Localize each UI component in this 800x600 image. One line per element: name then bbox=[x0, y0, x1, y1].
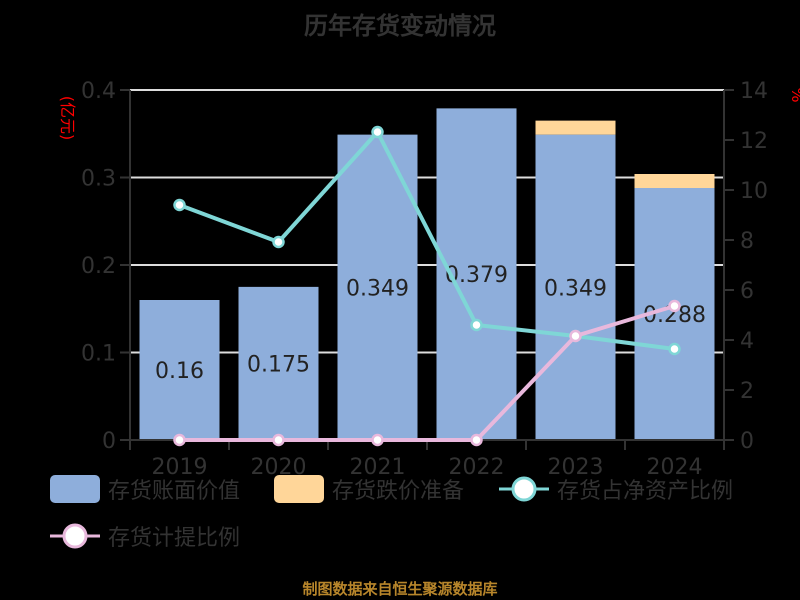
bar-value-label: 0.175 bbox=[247, 352, 310, 377]
right-axis-tick-label: 8 bbox=[740, 229, 754, 254]
data-point-marker bbox=[470, 433, 483, 447]
bar-2020 bbox=[238, 286, 319, 440]
right-axis-tick-label: 0 bbox=[740, 429, 754, 454]
right-axis-tick-label: 14 bbox=[740, 79, 768, 104]
right-axis-title: % bbox=[788, 87, 800, 102]
bar-2024 bbox=[634, 174, 715, 188]
data-point-marker bbox=[569, 329, 582, 343]
left-axis-tick-label: 0 bbox=[102, 429, 116, 454]
legend-swatch-book-value bbox=[50, 475, 100, 503]
right-axis-tick-label: 6 bbox=[740, 279, 754, 304]
bar-2019 bbox=[139, 300, 220, 440]
left-axis-tick-label: 0.4 bbox=[81, 79, 116, 104]
x-axis-tick-label: 2022 bbox=[449, 455, 505, 480]
legend-line-marker-icon bbox=[50, 520, 100, 552]
bar-value-label: 0.349 bbox=[346, 276, 409, 301]
data-point-marker bbox=[371, 125, 384, 139]
left-axis-title: (亿元) bbox=[58, 96, 77, 141]
legend-item-impairment[interactable]: 存货跌价准备 bbox=[274, 473, 464, 505]
right-axis-tick-label: 10 bbox=[740, 179, 768, 204]
legend-label: 存货账面价值 bbox=[108, 479, 241, 504]
bar-value-label: 0.349 bbox=[544, 276, 607, 301]
legend-item-book-value[interactable]: 存货账面价值 bbox=[50, 473, 240, 505]
legend-swatch-impairment bbox=[274, 475, 324, 503]
right-axis-tick-label: 2 bbox=[740, 379, 754, 404]
x-axis-tick-label: 2024 bbox=[647, 455, 703, 480]
legend-line-marker-icon bbox=[499, 473, 549, 505]
source-note: 制图数据来自恒生聚源数据库 bbox=[302, 580, 498, 598]
bar-2023 bbox=[535, 134, 616, 440]
line-series bbox=[178, 128, 675, 351]
data-point-marker bbox=[668, 299, 681, 313]
data-point-marker bbox=[470, 318, 483, 332]
data-point-marker bbox=[272, 235, 285, 249]
data-point-marker bbox=[668, 342, 681, 356]
left-axis-tick-label: 0.1 bbox=[81, 342, 116, 367]
data-point-marker bbox=[173, 198, 186, 212]
legend-item-provision-ratio[interactable]: 存货计提比例 bbox=[50, 520, 240, 552]
legend-label: 存货跌价准备 bbox=[332, 479, 465, 504]
left-axis-tick-label: 0.3 bbox=[81, 167, 116, 192]
line-series bbox=[179, 304, 676, 442]
data-point-marker bbox=[173, 433, 186, 447]
x-axis-tick-label: 2019 bbox=[152, 455, 208, 480]
legend-item-net-asset-ratio[interactable]: 存货占净资产比例 bbox=[499, 473, 733, 505]
data-point-marker bbox=[272, 433, 285, 447]
bar-2023 bbox=[535, 120, 616, 135]
right-axis-tick-label: 4 bbox=[740, 329, 754, 354]
right-axis-tick-label: 12 bbox=[740, 129, 768, 154]
legend-label: 存货占净资产比例 bbox=[557, 479, 734, 504]
data-point-marker bbox=[371, 433, 384, 447]
left-axis-tick-label: 0.2 bbox=[81, 254, 116, 279]
chart-title: 历年存货变动情况 bbox=[304, 12, 496, 40]
x-axis-tick-label: 2021 bbox=[350, 455, 406, 480]
x-axis-tick-label: 2023 bbox=[548, 455, 604, 480]
bar-value-label: 0.16 bbox=[155, 359, 204, 384]
legend-label: 存货计提比例 bbox=[108, 526, 241, 551]
